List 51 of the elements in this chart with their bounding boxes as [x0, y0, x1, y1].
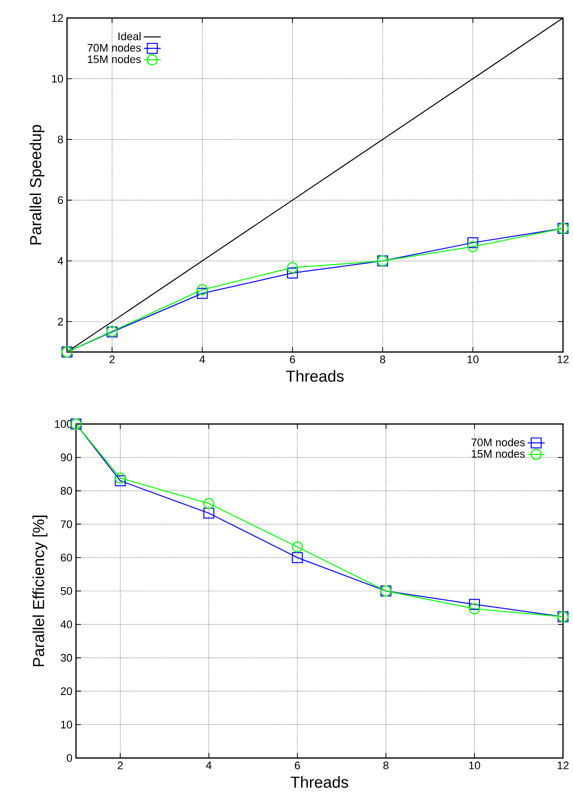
y-tick-label: 90	[60, 454, 72, 462]
x-tick-label: 10	[469, 762, 480, 770]
y-axis-title: Parallel Speedup	[30, 125, 44, 244]
point	[114, 472, 126, 484]
x-tick-label: 2	[118, 762, 123, 770]
x-tick-label: 6	[294, 762, 300, 770]
x-tick-label: 8	[380, 356, 386, 364]
point	[292, 552, 303, 564]
x-tick-label: 12	[558, 762, 569, 770]
point	[286, 262, 298, 274]
legend-label: 15M nodes	[472, 450, 525, 458]
y-tick-label: 0	[66, 754, 72, 762]
y-tick-label: 40	[60, 620, 72, 628]
y-tick-label: 12	[52, 14, 63, 22]
y-tick-label: 20	[60, 687, 72, 696]
point	[203, 508, 214, 519]
x-tick-label: 12	[558, 356, 569, 364]
point	[114, 475, 126, 486]
point	[196, 288, 208, 299]
x-tick-label: 8	[383, 762, 388, 770]
y-tick-label: 10	[52, 74, 64, 83]
point	[203, 498, 214, 509]
y-tick-label: 10	[61, 720, 72, 728]
x-tick-label: 6	[290, 356, 296, 364]
point	[196, 284, 208, 296]
point	[468, 598, 480, 610]
point	[292, 541, 303, 552]
legend-label: 70M nodes	[88, 44, 141, 52]
legend-label: 15M nodes	[88, 55, 141, 64]
y-tick-label: 6	[58, 196, 63, 204]
y-tick-label: 30	[60, 654, 72, 662]
y-tick-label: 50	[60, 587, 72, 595]
y-tick-label: 8	[58, 136, 63, 144]
x-tick-label: 2	[110, 356, 115, 364]
x-axis-title: Threads	[286, 370, 344, 382]
x-tick-label: 10	[468, 356, 478, 364]
y-tick-label: 60	[60, 554, 72, 562]
x-tick-label: 4	[199, 356, 205, 364]
y-axis-title: Parallel Efficiency [%]	[32, 516, 48, 666]
legend-label: Ideal	[118, 32, 141, 40]
x-tick-label: 4	[206, 762, 212, 770]
point	[467, 237, 478, 248]
y-tick-label: 2	[58, 318, 63, 326]
point	[468, 603, 480, 614]
y-tick-label: 80	[60, 486, 72, 495]
x-axis-title: Threads	[290, 776, 348, 788]
y-tick-label: 4	[58, 257, 64, 265]
legend-label: 70M nodes	[472, 438, 525, 446]
point	[286, 268, 298, 279]
y-tick-label: 70	[60, 520, 72, 528]
point	[467, 241, 478, 252]
